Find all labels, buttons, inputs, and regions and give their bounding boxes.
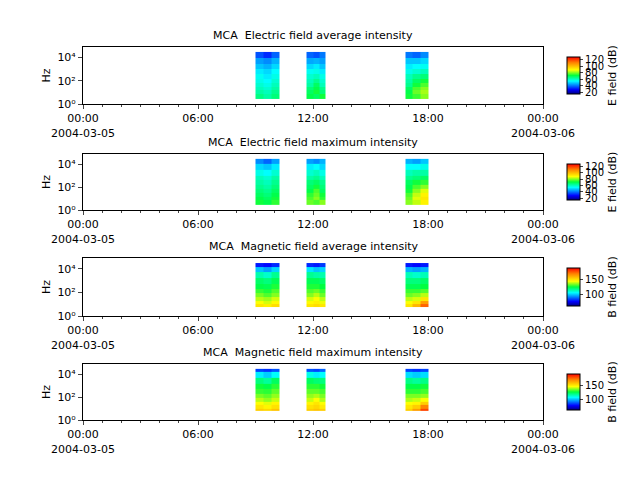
svg-text:10²: 10² <box>57 75 75 88</box>
svg-text:MCA Magnetic field average in: MCA Magnetic field average intensity <box>209 240 418 253</box>
svg-text:120: 120 <box>585 54 604 65</box>
svg-text:06:00: 06:00 <box>182 218 214 231</box>
svg-text:12:00: 12:00 <box>297 218 329 231</box>
svg-text:10²: 10² <box>57 391 75 404</box>
svg-text:10⁴: 10⁴ <box>57 368 76 381</box>
svg-text:10⁰: 10⁰ <box>57 204 76 217</box>
svg-text:10⁰: 10⁰ <box>57 414 76 427</box>
svg-text:18:00: 18:00 <box>412 112 444 125</box>
svg-text:MCA Electric field average in: MCA Electric field average intensity <box>213 29 413 42</box>
svg-text:40: 40 <box>585 80 598 91</box>
svg-text:150: 150 <box>585 380 604 391</box>
svg-text:Hz: Hz <box>40 280 53 294</box>
svg-text:E field (dB): E field (dB) <box>606 45 619 106</box>
svg-text:18:00: 18:00 <box>412 324 444 337</box>
svg-text:00:002004-03-05: 00:002004-03-05 <box>51 218 115 245</box>
svg-text:Hz: Hz <box>40 385 53 399</box>
svg-text:10⁰: 10⁰ <box>57 98 76 111</box>
svg-text:100: 100 <box>585 61 604 72</box>
svg-text:MCA Magnetic field maximum in: MCA Magnetic field maximum intensity <box>203 346 423 359</box>
svg-text:12:00: 12:00 <box>297 428 329 441</box>
svg-text:10²: 10² <box>57 286 75 299</box>
svg-text:MCA Electric field maximum in: MCA Electric field maximum intensity <box>208 136 418 149</box>
svg-text:Hz: Hz <box>40 68 53 82</box>
svg-text:06:00: 06:00 <box>182 112 214 125</box>
svg-text:B field (dB): B field (dB) <box>606 361 619 422</box>
svg-text:00:002004-03-06: 00:002004-03-06 <box>511 324 575 351</box>
svg-text:10⁴: 10⁴ <box>57 158 76 171</box>
svg-text:00:002004-03-06: 00:002004-03-06 <box>511 112 575 139</box>
svg-text:100: 100 <box>585 289 604 300</box>
svg-text:20: 20 <box>585 87 598 98</box>
svg-text:80: 80 <box>585 174 598 185</box>
svg-text:00:002004-03-06: 00:002004-03-06 <box>511 218 575 245</box>
svg-text:18:00: 18:00 <box>412 218 444 231</box>
svg-text:12:00: 12:00 <box>297 112 329 125</box>
svg-text:10⁴: 10⁴ <box>57 263 76 276</box>
svg-text:00:002004-03-05: 00:002004-03-05 <box>51 112 115 139</box>
svg-text:00:002004-03-05: 00:002004-03-05 <box>51 324 115 351</box>
svg-text:12:00: 12:00 <box>297 324 329 337</box>
svg-text:10⁰: 10⁰ <box>57 310 76 323</box>
svg-text:100: 100 <box>585 394 604 405</box>
svg-text:18:00: 18:00 <box>412 428 444 441</box>
svg-text:150: 150 <box>585 274 604 285</box>
svg-text:20: 20 <box>585 193 598 204</box>
svg-text:Hz: Hz <box>40 175 53 189</box>
svg-text:80: 80 <box>585 67 598 78</box>
svg-text:00:002004-03-06: 00:002004-03-06 <box>511 428 575 455</box>
svg-text:E field (dB): E field (dB) <box>606 152 619 213</box>
svg-text:120: 120 <box>585 161 604 172</box>
svg-text:60: 60 <box>585 74 598 85</box>
svg-text:10²: 10² <box>57 181 75 194</box>
svg-text:10⁴: 10⁴ <box>57 51 76 64</box>
svg-text:60: 60 <box>585 180 598 191</box>
svg-text:B field (dB): B field (dB) <box>606 256 619 317</box>
svg-text:100: 100 <box>585 167 604 178</box>
svg-text:06:00: 06:00 <box>182 324 214 337</box>
svg-text:06:00: 06:00 <box>182 428 214 441</box>
svg-text:40: 40 <box>585 186 598 197</box>
svg-text:00:002004-03-05: 00:002004-03-05 <box>51 428 115 455</box>
